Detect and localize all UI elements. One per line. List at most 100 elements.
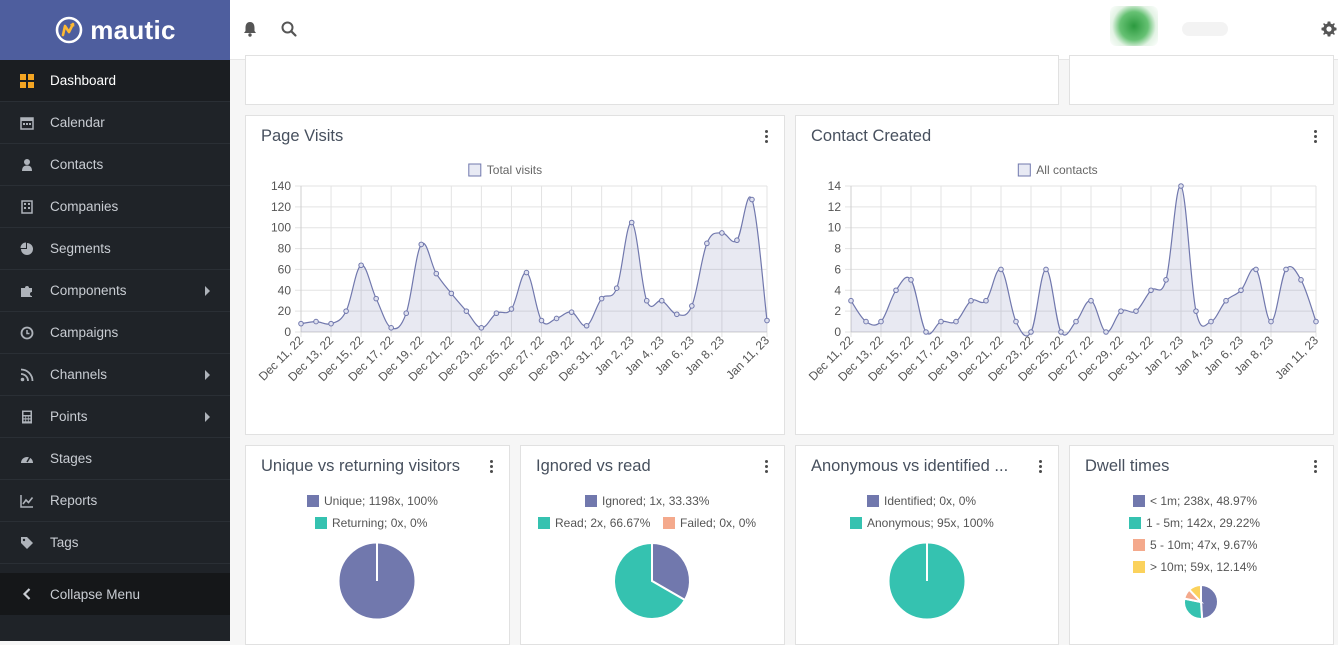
sidebar-item-label: Stages [50, 451, 93, 466]
sidebar-item-label: Dashboard [50, 73, 117, 88]
widget-menu-button[interactable] [1035, 460, 1045, 474]
sidebar-item-dashboard[interactable]: Dashboard [0, 60, 230, 102]
data-point [448, 290, 455, 297]
sidebar-item-calendar[interactable]: Calendar [0, 102, 230, 144]
widget-menu-button[interactable] [1310, 130, 1320, 144]
sidebar-item-label: Calendar [50, 115, 105, 130]
legend-label: Ignored; 1x, 33.33% [602, 494, 710, 508]
pie-svg [1183, 583, 1219, 621]
sidebar-item-points[interactable]: Points [0, 396, 230, 438]
data-point [908, 277, 914, 283]
legend-item: Anonymous; 95x, 100% [850, 516, 994, 530]
data-point [1283, 266, 1289, 273]
search-icon[interactable] [280, 20, 298, 38]
collapse-menu-button[interactable]: Collapse Menu [0, 573, 230, 615]
data-point [463, 308, 470, 314]
legend-item: Failed; 0x, 0% [663, 516, 756, 530]
legend-item: Ignored; 1x, 33.33% [585, 494, 709, 508]
logo[interactable]: mautic [0, 0, 230, 60]
y-tick-label: 0 [284, 325, 291, 339]
page-visits-widget: Page Visits Total visits 0 20 40 60 80 100 120 1… [245, 115, 785, 435]
sidebar-item-label: Reports [50, 493, 98, 508]
data-point [433, 270, 440, 277]
pie-svg [613, 541, 691, 620]
legend-label: All contacts [1036, 163, 1097, 177]
data-point [358, 262, 364, 269]
data-point [1253, 266, 1259, 273]
data-point [998, 266, 1004, 273]
chevron-right-icon [205, 370, 210, 380]
top-bar [230, 0, 1338, 60]
data-point [298, 320, 304, 327]
legend-swatch [1133, 539, 1145, 551]
bell-icon[interactable] [241, 20, 259, 38]
sidebar-item-reports[interactable]: Reports [0, 480, 230, 522]
avatar[interactable] [1110, 6, 1158, 46]
data-point [493, 310, 500, 317]
line-chart-icon [20, 495, 34, 508]
data-point [328, 320, 334, 327]
data-point [478, 325, 485, 331]
widget-menu-button[interactable] [761, 460, 771, 474]
ignored-vs-read-chart: Ignored; 1x, 33.33% Read; 2x, 66.67% Faile… [521, 488, 784, 644]
legend-item: 1 - 5m; 142x, 29.22% [1129, 516, 1260, 530]
sidebar-item-contacts[interactable]: Contacts [0, 144, 230, 186]
widget-menu-button[interactable] [486, 460, 496, 474]
legend-item: Unique; 1198x, 100% [307, 494, 438, 508]
series-line [850, 185, 1317, 337]
data-point [848, 297, 854, 304]
sidebar-item-companies[interactable]: Companies [0, 186, 230, 228]
y-tick-label: 120 [271, 200, 291, 214]
sidebar-item-campaigns[interactable]: Campaigns [0, 312, 230, 354]
mautic-logo-icon [55, 16, 83, 44]
sidebar: mautic Dashboard Calendar Contacts Compa… [0, 0, 230, 641]
data-point [863, 318, 869, 325]
data-point [1118, 308, 1124, 314]
pie-svg [888, 542, 966, 620]
sidebar-item-segments[interactable]: Segments [0, 228, 230, 270]
sidebar-item-label: Points [50, 409, 88, 424]
legend-swatch [538, 517, 550, 529]
chevron-left-icon [22, 588, 31, 600]
widget-title: Anonymous vs identified ... [811, 457, 1009, 475]
data-point [373, 295, 379, 302]
data-point [1073, 318, 1079, 325]
data-point [583, 322, 590, 329]
gear-icon[interactable] [1321, 21, 1337, 37]
sidebar-item-label: Contacts [50, 157, 104, 172]
sidebar-item-label: Components [50, 283, 127, 298]
x-tick-label: Jan 11, 23 [723, 333, 772, 382]
data-point [313, 318, 319, 325]
widget-menu-button[interactable] [1310, 460, 1320, 474]
chevron-right-icon [205, 412, 210, 422]
calculator-icon [22, 410, 32, 424]
unique-vs-returning-chart: Unique; 1198x, 100% Returning; 0x, 0% [246, 488, 509, 644]
user-menu[interactable] [1182, 22, 1228, 36]
sidebar-item-channels[interactable]: Channels [0, 354, 230, 396]
dashboard-widget-partial [245, 55, 1059, 105]
data-point [613, 285, 620, 291]
collapse-menu-label: Collapse Menu [50, 586, 141, 602]
legend-swatch [867, 495, 879, 507]
y-tick-label: 80 [278, 242, 292, 256]
pie-slice [1187, 583, 1202, 605]
sidebar-item-stages[interactable]: Stages [0, 438, 230, 480]
tag-icon [21, 537, 33, 549]
sidebar-item-components[interactable]: Components [0, 270, 230, 312]
data-point [674, 311, 680, 318]
legend-item: > 10m; 59x, 12.14% [1133, 560, 1257, 574]
data-point [1238, 287, 1244, 294]
data-point [938, 318, 944, 325]
widget-title: Contact Created [811, 127, 932, 145]
pie-chart-icon [20, 242, 33, 255]
data-point [1133, 308, 1139, 314]
sidebar-item-label: Channels [50, 367, 108, 382]
data-point [704, 240, 710, 247]
data-point [598, 295, 605, 302]
data-point [628, 219, 635, 226]
data-point [1148, 287, 1154, 294]
anonymous-vs-identified-chart: Identified; 0x, 0% Anonymous; 95x, 100% [796, 488, 1058, 644]
sidebar-item-tags[interactable]: Tags [0, 522, 230, 564]
widget-menu-button[interactable] [761, 130, 771, 144]
